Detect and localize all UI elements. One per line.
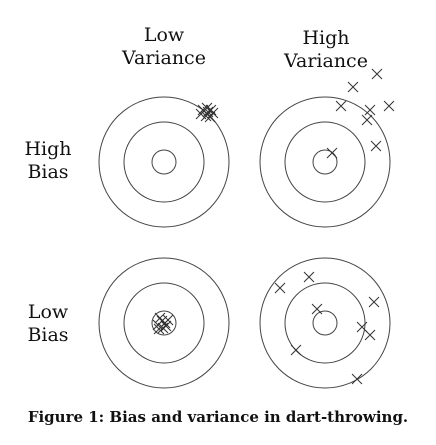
target-low-bias-high-variance (259, 257, 391, 389)
dart-mark (207, 107, 219, 119)
dart-mark (371, 68, 383, 80)
dart-mark (368, 296, 380, 308)
row-header-low-bias: Low Bias (20, 301, 76, 347)
row-header-high-bias-line1: High (24, 138, 72, 160)
dart-mark (370, 140, 382, 152)
outer-ring (259, 257, 391, 389)
bullseye (151, 149, 177, 175)
dart-mark (274, 282, 286, 294)
dart-mark (160, 320, 172, 332)
middle-ring (284, 282, 366, 364)
row-header-low-bias-line1: Low (27, 301, 69, 323)
dart-mark (326, 147, 338, 159)
target-high-bias-high-variance (259, 68, 395, 228)
target-low-bias-low-variance (98, 257, 230, 389)
dart-mark (311, 303, 323, 315)
dart-mark (290, 344, 302, 356)
figure-caption: Figure 1: Bias and variance in dart-thro… (27, 408, 409, 426)
dart-mark (347, 81, 359, 93)
dart-mark (205, 104, 217, 116)
middle-ring (284, 121, 366, 203)
dart-mark (351, 373, 363, 385)
column-header-high-variance-line2: Variance (284, 50, 368, 72)
bullseye (151, 310, 177, 336)
dart-mark (364, 104, 376, 116)
column-header-low-variance-line2: Variance (122, 47, 206, 69)
bullseye (312, 310, 338, 336)
row-header-low-bias-line2: Bias (27, 324, 69, 346)
middle-ring (123, 282, 205, 364)
dart-mark (364, 329, 376, 341)
row-header-high-bias: High Bias (20, 138, 76, 184)
middle-ring (123, 121, 205, 203)
dart-mark (335, 100, 347, 112)
dart-mark (201, 102, 213, 114)
column-header-low-variance-line1: Low (143, 24, 185, 46)
target-high-bias-low-variance (98, 96, 230, 228)
dart-mark (153, 323, 165, 335)
column-header-low-variance: Low Variance (122, 24, 206, 70)
dart-mark (361, 114, 373, 126)
column-header-high-variance-line1: High (302, 27, 350, 49)
dart-mark (303, 271, 315, 283)
outer-ring (259, 96, 391, 228)
dart-mark (383, 100, 395, 112)
row-header-high-bias-line2: Bias (27, 161, 69, 183)
outer-ring (98, 96, 230, 228)
dart-mark (156, 315, 168, 327)
outer-ring (98, 257, 230, 389)
column-header-high-variance: High Variance (281, 27, 371, 73)
bullseye (312, 149, 338, 175)
